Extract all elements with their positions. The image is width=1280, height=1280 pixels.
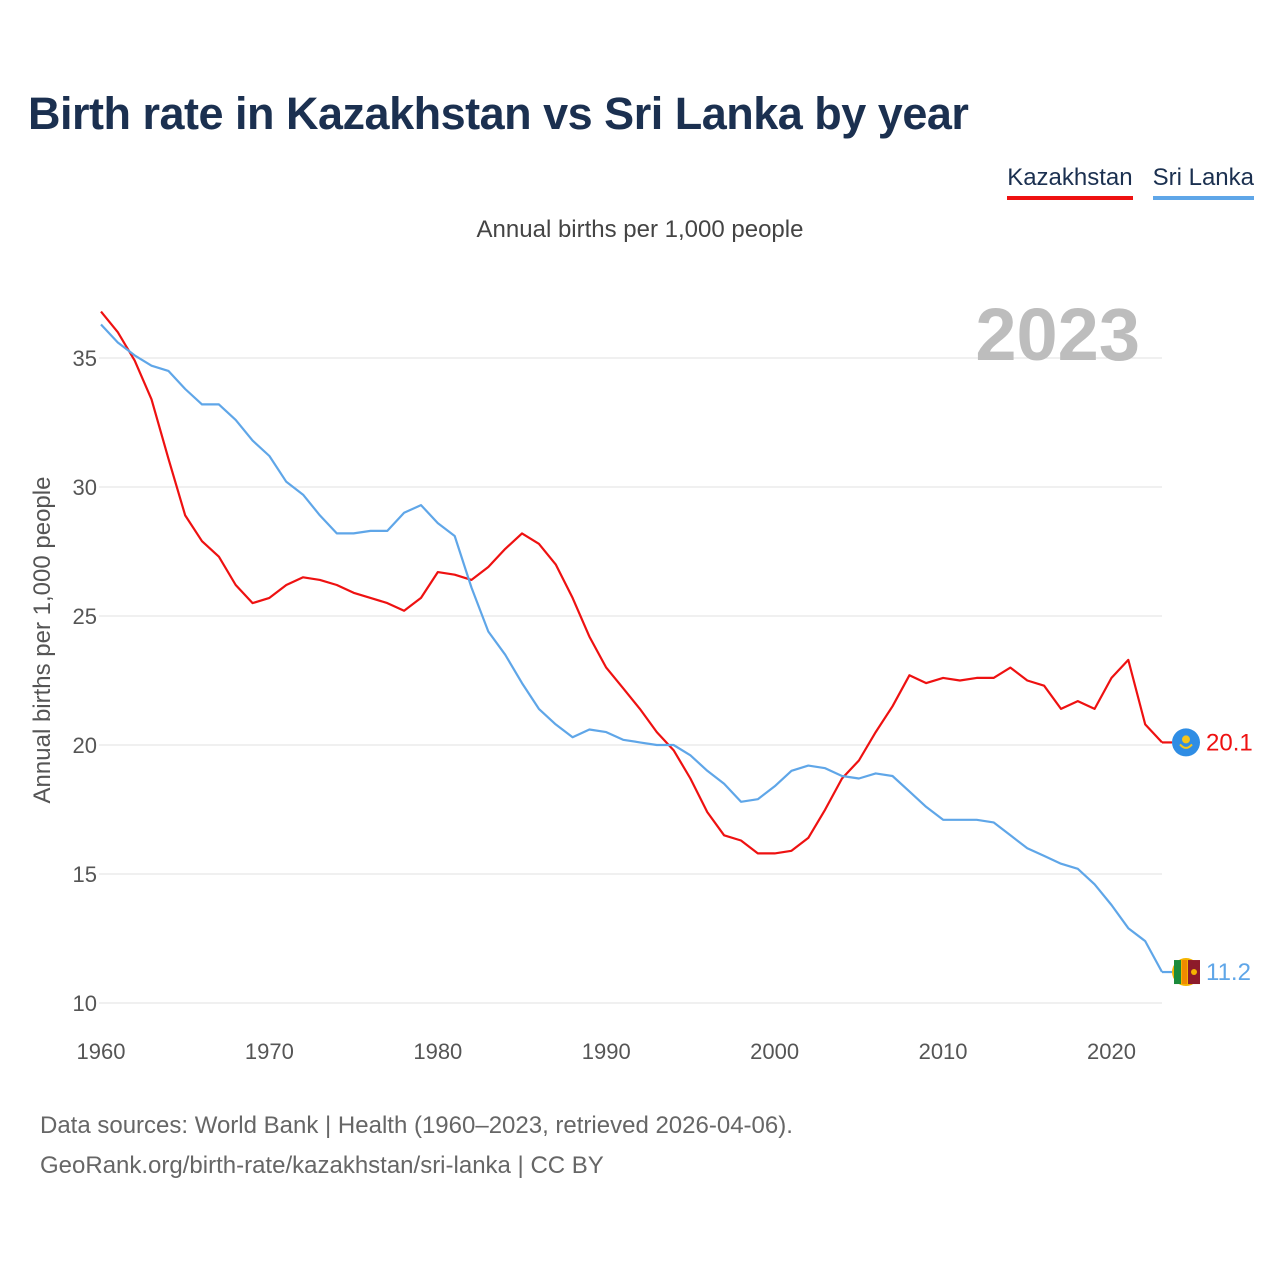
- x-tick-label: 1970: [245, 1039, 294, 1064]
- series-line-sri-lanka: [100, 323, 1163, 973]
- flag-lion: [1191, 969, 1197, 976]
- x-tick-label: 2010: [919, 1039, 968, 1064]
- x-tick-label: 1980: [413, 1039, 462, 1064]
- flag-sun: [1182, 735, 1190, 744]
- data-source-note: Data sources: World Bank | Health (1960–…: [40, 1112, 793, 1139]
- y-tick-label: 20: [73, 733, 97, 758]
- legend-item-sri-lanka[interactable]: Sri Lanka: [1152, 164, 1254, 200]
- x-tick-label: 2020: [1087, 1039, 1136, 1064]
- chart-footer: Data sources: World Bank | Health (1960–…: [40, 1106, 793, 1186]
- flag-eagle: [1179, 743, 1193, 749]
- flag-green-stripe: [1174, 960, 1181, 985]
- x-tick-label: 2000: [750, 1039, 799, 1064]
- y-tick-label: 25: [73, 604, 97, 629]
- y-tick-label: 15: [73, 862, 97, 887]
- y-tick-label: 10: [73, 991, 97, 1016]
- end-value-label-kazakhstan: 20.1: [1206, 729, 1253, 756]
- line-chart: 10 15 20 25 30 35 1960 1970 1980 1990 2000 2010 2020…: [29, 293, 1253, 1064]
- legend-item-kazakhstan[interactable]: Kazakhstan: [1007, 164, 1133, 200]
- chart-legend: Kazakhstan Sri Lanka: [1007, 164, 1254, 200]
- end-value-label-sri-lanka: 11.2: [1206, 959, 1251, 986]
- y-tick-label: 30: [73, 475, 97, 500]
- y-tick-label: 35: [73, 346, 97, 371]
- flag-orange-stripe: [1182, 960, 1187, 985]
- y-axis-title: Annual births per 1,000 people: [29, 477, 56, 804]
- kazakhstan-flag[interactable]: [1172, 728, 1200, 757]
- x-tick-label: 1990: [582, 1039, 631, 1064]
- x-tick-label: 1960: [77, 1039, 126, 1064]
- series-line-kazakhstan: [100, 310, 1163, 855]
- year-watermark: 2023: [975, 293, 1140, 376]
- source-url: GeoRank.org/birth-rate/kazakhstan/sri-la…: [40, 1152, 604, 1179]
- sri-lanka-flag[interactable]: [1172, 958, 1200, 987]
- chart-title: Birth rate in Kazakhstan vs Sri Lanka by…: [28, 88, 969, 139]
- chart-subtitle: Annual births per 1,000 people: [476, 216, 804, 243]
